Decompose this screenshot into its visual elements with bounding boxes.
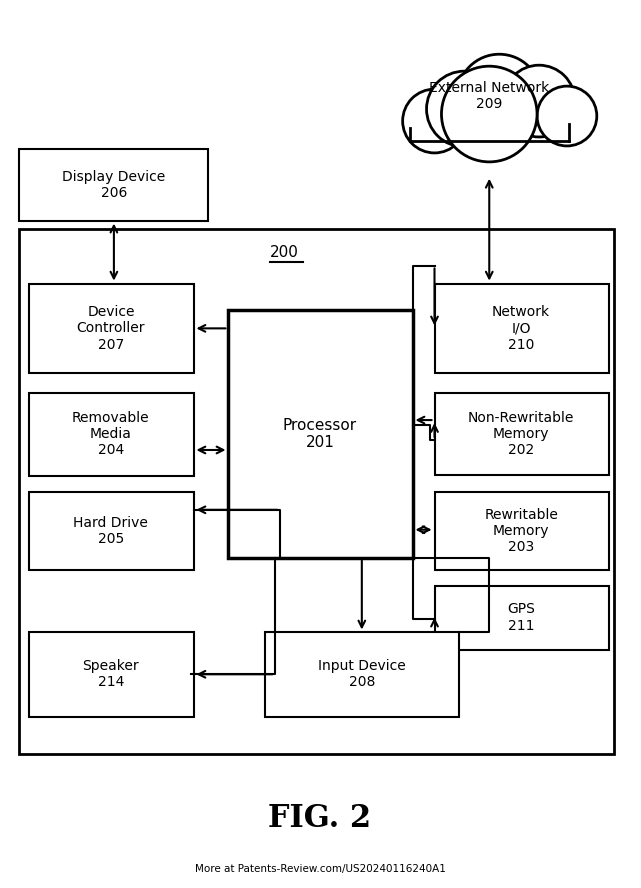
Bar bbox=[399, 101, 579, 141]
Bar bbox=[29, 393, 194, 476]
Text: External Network
209: External Network 209 bbox=[429, 81, 549, 111]
Text: Rewritable
Memory
203: Rewritable Memory 203 bbox=[484, 508, 558, 554]
Circle shape bbox=[442, 67, 537, 162]
Text: Hard Drive
205: Hard Drive 205 bbox=[74, 516, 148, 546]
Circle shape bbox=[503, 65, 575, 137]
Text: Processor
201: Processor 201 bbox=[283, 418, 357, 450]
Text: GPS
211: GPS 211 bbox=[507, 602, 535, 632]
Text: FIG. 2: FIG. 2 bbox=[269, 804, 372, 835]
Bar bbox=[435, 283, 609, 373]
Bar bbox=[435, 393, 609, 475]
Text: Input Device
208: Input Device 208 bbox=[318, 659, 406, 689]
Bar bbox=[265, 632, 460, 718]
Bar bbox=[29, 632, 194, 718]
Bar bbox=[228, 311, 413, 558]
Circle shape bbox=[537, 86, 597, 146]
Text: 200: 200 bbox=[271, 245, 299, 260]
Bar bbox=[29, 492, 194, 569]
Bar bbox=[19, 149, 208, 221]
Bar bbox=[435, 585, 609, 650]
Bar bbox=[19, 229, 613, 754]
Text: Network
I/O
210: Network I/O 210 bbox=[492, 305, 550, 352]
Text: Speaker
214: Speaker 214 bbox=[83, 659, 139, 689]
Bar bbox=[29, 283, 194, 373]
Circle shape bbox=[403, 89, 467, 153]
Circle shape bbox=[458, 54, 541, 138]
Text: Device
Controller
207: Device Controller 207 bbox=[77, 305, 145, 352]
Text: More at Patents-Review.com/US20240116240A1: More at Patents-Review.com/US20240116240… bbox=[195, 864, 445, 874]
Circle shape bbox=[426, 71, 502, 147]
Bar bbox=[435, 492, 609, 569]
Text: Removable
Media
204: Removable Media 204 bbox=[72, 411, 150, 457]
Text: Non-Rewritable
Memory
202: Non-Rewritable Memory 202 bbox=[468, 411, 574, 457]
Text: Display Device
206: Display Device 206 bbox=[62, 170, 165, 200]
